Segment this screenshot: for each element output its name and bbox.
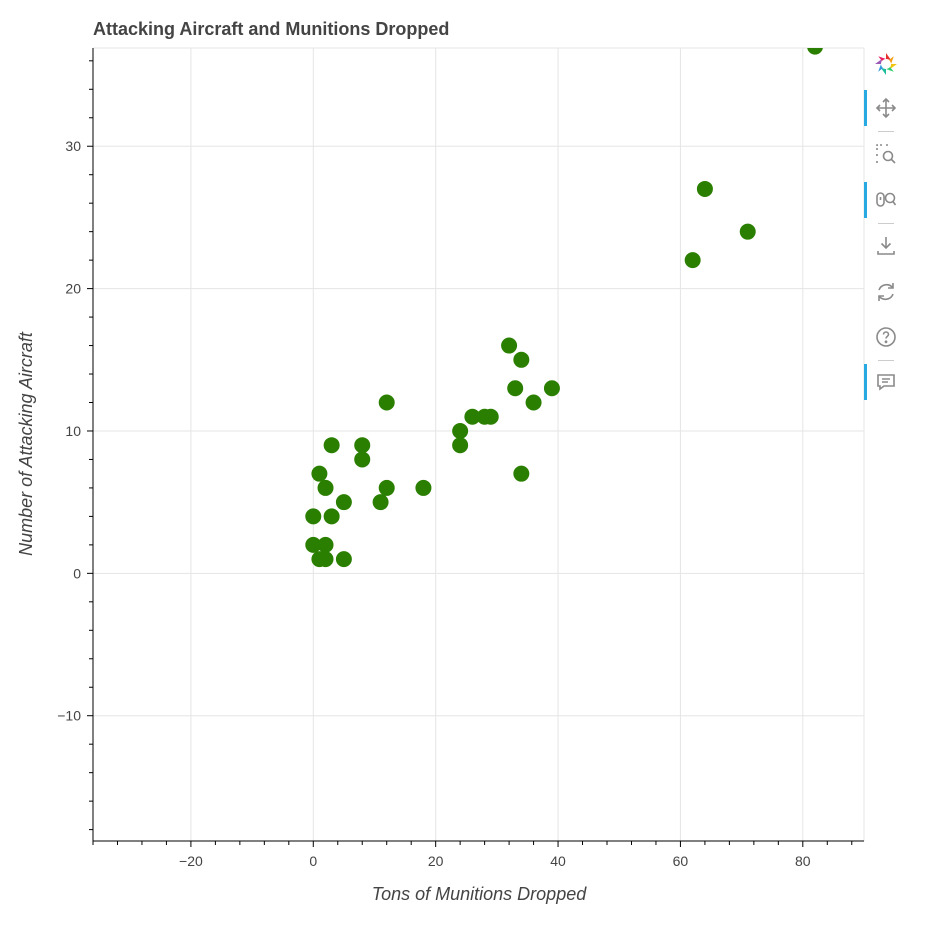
axes: −20 0 20 40 60 80 −10 0 10 20 30: [57, 48, 864, 869]
help-tool-icon: [874, 325, 898, 349]
data-point: [378, 479, 395, 496]
wheel-zoom-tool-button[interactable]: [864, 180, 908, 220]
toolbar-separator: [878, 360, 894, 361]
data-point: [513, 465, 530, 482]
wheel-zoom-tool-icon: [874, 188, 898, 212]
y-tick-label: 10: [65, 423, 81, 439]
help-tool-button[interactable]: [864, 317, 908, 357]
y-axis-label: Number of Attacking Aircraft: [16, 331, 36, 556]
data-point: [335, 494, 352, 511]
data-point: [482, 408, 499, 425]
data-points: [305, 48, 823, 568]
save-tool-button[interactable]: [864, 226, 908, 266]
reset-tool-button[interactable]: [864, 272, 908, 312]
data-point: [335, 551, 352, 568]
data-point: [378, 394, 395, 411]
reset-tool-icon: [874, 280, 898, 304]
chart-title: Attacking Aircraft and Munitions Dropped: [93, 19, 450, 39]
toolbar-separator: [878, 223, 894, 224]
data-point: [513, 351, 530, 368]
data-point: [317, 536, 334, 553]
y-tick-label: 20: [65, 281, 81, 297]
x-tick-label: 0: [309, 853, 317, 869]
data-point: [501, 337, 518, 354]
data-point: [807, 48, 823, 55]
toolbar-separator: [878, 131, 894, 132]
data-point: [323, 508, 340, 525]
data-point: [354, 451, 371, 468]
data-point: [317, 479, 334, 496]
data-point: [525, 394, 542, 411]
y-tick-label: 0: [73, 565, 81, 581]
data-point: [739, 223, 756, 240]
data-point: [354, 437, 371, 454]
x-tick-label: 80: [795, 853, 811, 869]
data-point: [415, 479, 432, 496]
y-tick-label: −10: [57, 708, 81, 724]
x-tick-label: 40: [550, 853, 566, 869]
pan-tool-icon: [874, 96, 898, 120]
x-tick-label: 20: [428, 853, 444, 869]
data-point: [452, 422, 469, 439]
y-tick-label: 30: [65, 138, 81, 154]
data-point: [372, 494, 389, 511]
grid-lines: [93, 47, 865, 841]
data-point: [543, 380, 560, 397]
data-point: [452, 437, 469, 454]
pan-tool-button[interactable]: [864, 88, 908, 128]
save-tool-icon: [874, 234, 898, 258]
x-tick-label: −20: [179, 853, 203, 869]
data-point: [305, 508, 322, 525]
box-zoom-tool-icon: [874, 142, 898, 166]
hover-tool-icon: [874, 370, 898, 394]
hover-tool-button[interactable]: [864, 362, 908, 402]
data-point: [323, 437, 340, 454]
data-point: [696, 180, 713, 197]
data-point: [317, 551, 334, 568]
data-point: [507, 380, 524, 397]
x-axis-label: Tons of Munitions Dropped: [372, 884, 587, 904]
x-tick-label: 60: [673, 853, 689, 869]
data-point: [684, 252, 701, 269]
box-zoom-tool-button[interactable]: [864, 134, 908, 174]
bokeh-logo-icon: [874, 52, 898, 76]
bokeh-logo-button[interactable]: [864, 44, 908, 84]
data-point: [311, 465, 328, 482]
